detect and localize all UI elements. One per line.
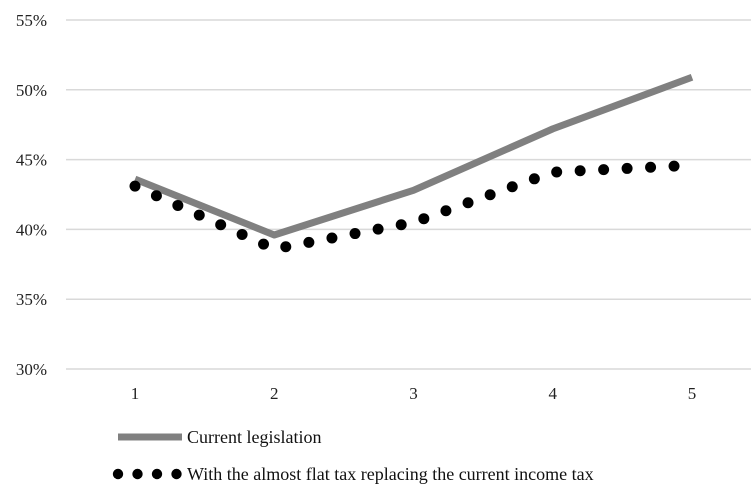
legend-dot xyxy=(132,468,143,480)
x-axis-tick-labels: 1 2 3 4 5 xyxy=(131,384,697,403)
legend-dot xyxy=(112,468,124,480)
x-tick-label: 1 xyxy=(131,384,140,403)
x-tick-label: 3 xyxy=(409,384,418,403)
y-tick-label: 45% xyxy=(16,151,47,170)
y-axis-tick-labels: 30% 35% 40% 45% 50% 55% xyxy=(16,11,47,379)
y-tick-label: 50% xyxy=(16,81,47,100)
x-tick-label: 2 xyxy=(270,384,279,403)
legend-label-current-legislation: Current legislation xyxy=(187,427,321,447)
y-tick-label: 55% xyxy=(16,11,47,30)
series-line-current-legislation xyxy=(133,73,694,239)
legend-label-flat-tax: With the almost flat tax replacing the c… xyxy=(187,464,594,484)
legend: Current legislation With the almost flat… xyxy=(112,427,594,484)
series-lines xyxy=(129,73,698,255)
y-tick-label: 40% xyxy=(16,220,47,239)
y-tick-label: 35% xyxy=(16,290,47,309)
legend-dot xyxy=(171,468,182,480)
legend-swatch-flat-tax xyxy=(112,468,182,480)
x-tick-label: 4 xyxy=(549,384,558,403)
legend-dot xyxy=(151,468,163,480)
grid-lines xyxy=(66,19,751,370)
series-line-flat-tax xyxy=(129,159,698,255)
x-tick-label: 5 xyxy=(688,384,697,403)
y-tick-label: 30% xyxy=(16,360,47,379)
